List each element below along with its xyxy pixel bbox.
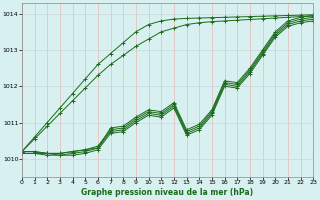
X-axis label: Graphe pression niveau de la mer (hPa): Graphe pression niveau de la mer (hPa) [82,188,254,197]
